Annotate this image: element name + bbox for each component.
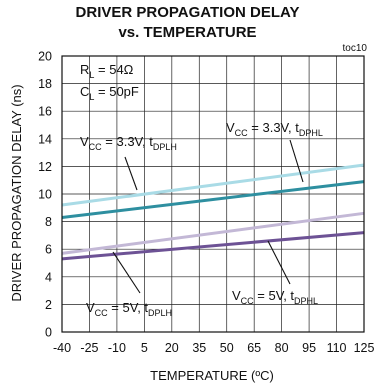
y-tick-label: 12 bbox=[38, 160, 52, 174]
x-tick-label: -10 bbox=[108, 341, 126, 355]
condition-cl: CL = 50pF bbox=[80, 84, 139, 102]
x-tick-label: -25 bbox=[80, 341, 98, 355]
annotation-vcc33-tdphl: VCC = 3.3V, tDPHL bbox=[226, 120, 323, 138]
x-tick-labels: -40 -25 -10 5 20 35 50 65 80 95 110 125 bbox=[53, 341, 375, 355]
annotation-vcc5-tdplh: VCC = 5V, tDPLH bbox=[86, 300, 172, 318]
y-tick-label: 18 bbox=[38, 77, 52, 91]
x-tick-label: 95 bbox=[302, 341, 316, 355]
chart-title-line1: DRIVER PROPAGATION DELAY bbox=[75, 4, 300, 21]
grid bbox=[61, 55, 365, 333]
y-tick-label: 4 bbox=[45, 270, 52, 284]
x-tick-label: 35 bbox=[192, 341, 206, 355]
x-axis-label: TEMPERATURE (ºC) bbox=[150, 368, 274, 383]
pointer-vcc33-tdplh bbox=[124, 156, 138, 191]
pointer-vcc5-tdphl bbox=[267, 240, 291, 285]
x-tick-label: 65 bbox=[247, 341, 261, 355]
x-tick-label: 125 bbox=[354, 341, 375, 355]
x-tick-label: 5 bbox=[141, 341, 148, 355]
x-tick-label: 80 bbox=[275, 341, 289, 355]
y-tick-label: 6 bbox=[45, 243, 52, 257]
y-tick-label: 20 bbox=[38, 50, 52, 64]
figure-tag: toc10 bbox=[343, 43, 368, 54]
x-tick-label: 20 bbox=[165, 341, 179, 355]
y-tick-label: 0 bbox=[45, 326, 52, 340]
series-line-2 bbox=[61, 211, 365, 255]
annotation-vcc5-tdphl: VCC = 5V, tDPHL bbox=[232, 288, 318, 306]
series-group bbox=[61, 163, 365, 261]
x-tick-label: 50 bbox=[220, 341, 234, 355]
y-tick-label: 10 bbox=[38, 188, 52, 202]
y-tick-label: 14 bbox=[38, 132, 52, 146]
plot-frame bbox=[61, 55, 365, 333]
series-line-0 bbox=[61, 163, 365, 207]
y-tick-label: 16 bbox=[38, 105, 52, 119]
y-tick-labels: 0 2 4 6 8 10 12 14 16 18 20 bbox=[38, 50, 52, 340]
x-tick-label: -40 bbox=[53, 341, 71, 355]
series-line-1 bbox=[61, 180, 365, 219]
y-tick-label: 8 bbox=[45, 215, 52, 229]
y-axis-label: DRIVER PROPAGATION DELAY (ns) bbox=[9, 84, 24, 301]
pointer-vcc33-tdphl bbox=[289, 139, 304, 183]
y-tick-label: 2 bbox=[45, 298, 52, 312]
series-line-3 bbox=[61, 231, 365, 261]
condition-rl: RL = 54Ω bbox=[80, 62, 134, 80]
pointer-vcc5-tdplh bbox=[112, 251, 141, 294]
x-tick-label: 110 bbox=[327, 341, 347, 355]
annotation-vcc33-tdplh: VCC = 3.3V, tDPLH bbox=[80, 134, 177, 152]
chart-title-line2: vs. TEMPERATURE bbox=[118, 24, 257, 41]
